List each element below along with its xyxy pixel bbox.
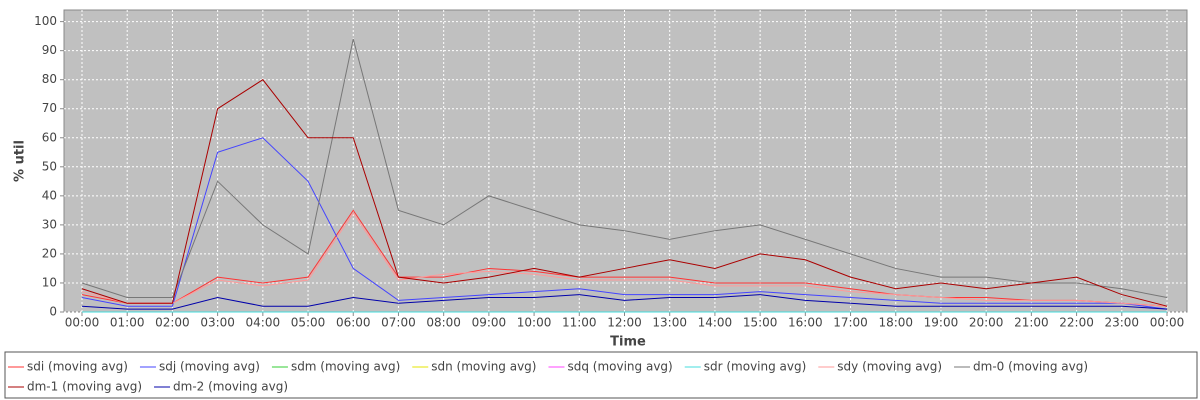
legend-item: dm-0 (moving avg) bbox=[954, 360, 1088, 374]
y-tick-label: 100 bbox=[34, 14, 57, 28]
legend-label: dm-1 (moving avg) bbox=[27, 380, 142, 394]
x-tick-label: 17:00 bbox=[833, 316, 868, 330]
series-line bbox=[81, 79, 1168, 307]
y-tick-label: 50 bbox=[42, 159, 57, 173]
x-tick-label: 21:00 bbox=[1014, 316, 1049, 330]
series-line bbox=[81, 209, 1168, 307]
legend-label: sdq (moving avg) bbox=[567, 360, 672, 374]
x-tick-label: 00:00 bbox=[65, 316, 100, 330]
legend-label: sdy (moving avg) bbox=[837, 360, 942, 374]
x-tick-label: 20:00 bbox=[969, 316, 1004, 330]
x-tick-label: 13:00 bbox=[652, 316, 687, 330]
series-line bbox=[81, 212, 1168, 307]
x-tick-label: 03:00 bbox=[200, 316, 235, 330]
x-tick-label: 02:00 bbox=[155, 316, 190, 330]
x-tick-label: 07:00 bbox=[381, 316, 416, 330]
legend-item: sdr (moving avg) bbox=[684, 360, 807, 374]
grid: 0 10 20 30 40 50 60 70 80 90 100 00:00 01:00 02:00 03:… bbox=[34, 10, 1187, 330]
x-tick-label: 12:00 bbox=[607, 316, 642, 330]
x-tick-label: 23:00 bbox=[1104, 316, 1139, 330]
legend-item: dm-2 (moving avg) bbox=[154, 380, 288, 394]
plot-area bbox=[63, 9, 1188, 313]
series-line bbox=[81, 294, 1168, 310]
legend-label: sdj (moving avg) bbox=[159, 360, 260, 374]
x-tick-label: 18:00 bbox=[878, 316, 913, 330]
x-tick-label: 00:00 bbox=[1150, 316, 1185, 330]
x-tick-label: 05:00 bbox=[291, 316, 326, 330]
legend-item: sdq (moving avg) bbox=[548, 360, 673, 374]
x-tick-label: 06:00 bbox=[336, 316, 371, 330]
legend-item: sdy (moving avg) bbox=[818, 360, 942, 374]
legend-box bbox=[4, 351, 1198, 399]
x-tick-label: 09:00 bbox=[472, 316, 507, 330]
y-tick-label: 90 bbox=[42, 43, 57, 57]
legend-item: sdn (moving avg) bbox=[412, 360, 536, 374]
y-tick-label: 70 bbox=[42, 101, 57, 115]
legend-label: sdr (moving avg) bbox=[704, 360, 807, 374]
legend-item: sdi (moving avg) bbox=[8, 360, 128, 374]
y-tick-label: 0 bbox=[49, 305, 57, 319]
x-tick-label: 15:00 bbox=[743, 316, 778, 330]
legend-label: sdm (moving avg) bbox=[291, 360, 400, 374]
x-tick-label: 22:00 bbox=[1059, 316, 1094, 330]
x-tick-label: 04:00 bbox=[246, 316, 281, 330]
legend-item: sdj (moving avg) bbox=[139, 360, 260, 374]
y-tick-label: 80 bbox=[42, 72, 57, 86]
legend: sdi (moving avg) sdj (moving avg) sdm (mov… bbox=[8, 360, 1088, 394]
series-line bbox=[81, 137, 1168, 310]
series-line bbox=[81, 38, 1168, 298]
x-tick-label: 10:00 bbox=[517, 316, 552, 330]
y-tick-label: 60 bbox=[42, 130, 57, 144]
legend-label: dm-0 (moving avg) bbox=[973, 360, 1088, 374]
legend-label: sdi (moving avg) bbox=[27, 360, 128, 374]
x-tick-label: 14:00 bbox=[698, 316, 733, 330]
legend-item: dm-1 (moving avg) bbox=[8, 380, 142, 394]
x-tick-label: 16:00 bbox=[788, 316, 823, 330]
x-tick-label: 19:00 bbox=[924, 316, 959, 330]
x-tick-label: 01:00 bbox=[110, 316, 145, 330]
legend-item: sdm (moving avg) bbox=[271, 360, 400, 374]
x-tick-label: 11:00 bbox=[562, 316, 597, 330]
legend-label: dm-2 (moving avg) bbox=[173, 380, 288, 394]
y-tick-label: 40 bbox=[42, 188, 57, 202]
x-axis-label: Time bbox=[610, 335, 646, 350]
y-tick-label: 30 bbox=[42, 217, 57, 231]
y-tick-label: 20 bbox=[42, 246, 57, 260]
y-axis-label: % util bbox=[13, 140, 28, 182]
x-tick-label: 08:00 bbox=[426, 316, 461, 330]
lines bbox=[81, 38, 1168, 313]
y-tick-label: 10 bbox=[42, 275, 57, 289]
legend-label: sdn (moving avg) bbox=[431, 360, 536, 374]
